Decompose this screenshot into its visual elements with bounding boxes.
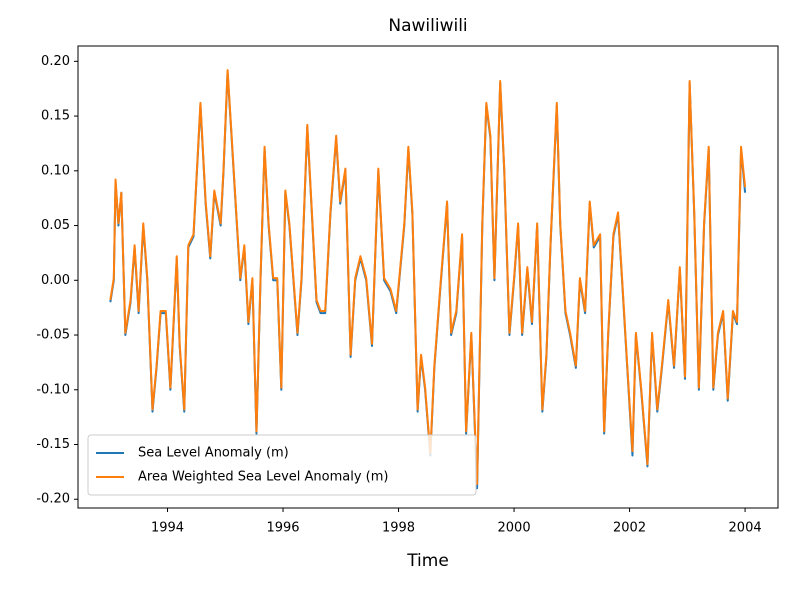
x-axis-label: Time: [406, 551, 449, 571]
series-line: [109, 69, 747, 485]
y-tick-label: -0.10: [36, 382, 70, 397]
x-tick-label: 2004: [729, 521, 762, 536]
x-tick-label: 2000: [498, 521, 531, 536]
chart-title: Nawiliwili: [388, 16, 467, 36]
x-tick-label: 1998: [382, 521, 415, 536]
legend: Sea Level Anomaly (m) Area Weighted Sea L…: [87, 434, 477, 496]
y-tick-label: 0.20: [41, 54, 70, 69]
y-tick-label: -0.15: [36, 437, 70, 452]
y-tick-label: 0.00: [41, 273, 70, 288]
x-tick-label: 2002: [613, 521, 646, 536]
y-tick-label: -0.20: [36, 492, 70, 507]
y-tick-label: 0.10: [41, 163, 70, 178]
legend-label: Sea Level Anomaly (m): [138, 446, 289, 461]
legend-label: Area Weighted Sea Level Anomaly (m): [138, 470, 388, 485]
y-tick-label: 0.05: [41, 218, 70, 233]
y-tick-label: 0.15: [41, 109, 70, 124]
y-tick-label: -0.05: [36, 328, 70, 343]
legend-box: [87, 434, 477, 496]
x-tick-label: 1994: [151, 521, 184, 536]
plot-frame: [77, 45, 779, 509]
x-tick-label: 1996: [266, 521, 299, 536]
